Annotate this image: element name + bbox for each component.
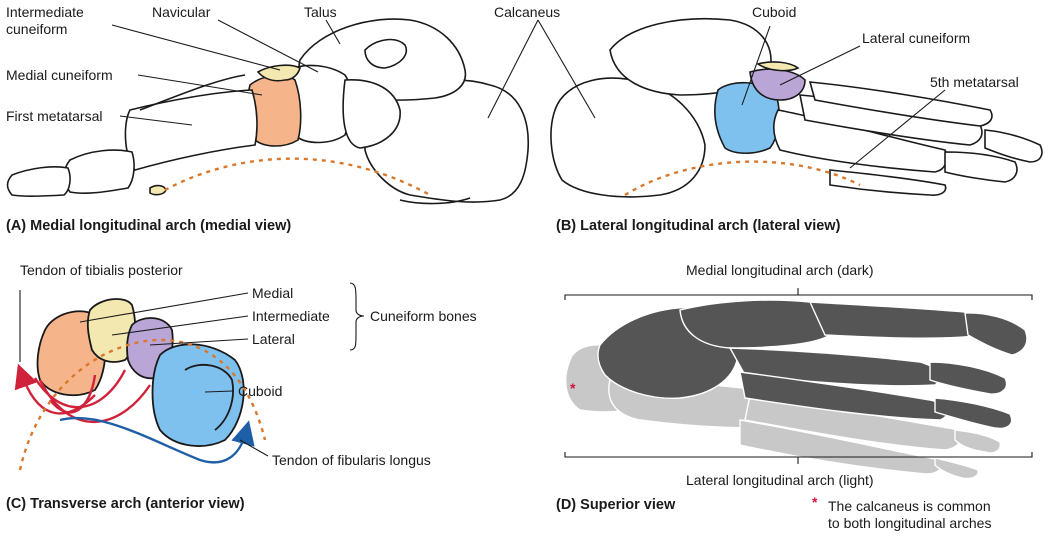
label-5th-metatarsal: 5th metatarsal [930,74,1019,90]
panel-b-leader-lines [487,19,946,169]
label-tendon-fibularis: Tendon of fibularis longus [272,452,431,468]
medial-arch-line [164,157,431,197]
panel-b-lateral-foot [550,17,1043,198]
caption-panel-b: (B) Lateral longitudinal arch (lateral v… [556,218,841,234]
label-first-metatarsal: First metatarsal [6,108,103,124]
note-asterisk: * [812,494,818,510]
label-medial-cuneiform: Medial cuneiform [6,67,113,83]
medial-arch-bracket [564,288,1033,300]
label-cuboid-c: Cuboid [238,383,283,399]
label-lateral-arch: Lateral longitudinal arch (light) [686,472,874,488]
label-navicular: Navicular [152,4,211,20]
panel-d-superior-foot [564,299,1028,480]
caption-panel-d: (D) Superior view [556,497,676,513]
caption-panel-a: (A) Medial longitudinal arch (medial vie… [6,218,292,234]
label-cuboid-b: Cuboid [752,4,797,20]
label-lateral-cuneiform: Lateral cuneiform [862,30,971,46]
transverse-arch-line [18,338,267,471]
panel-c-transverse-arch [36,298,245,447]
panel-c-leader-lines [79,282,365,457]
fibularis-tendon-arrow [59,416,255,464]
caption-panel-c: (C) Transverse arch (anterior view) [6,496,245,512]
label-medial: Medial [252,285,294,301]
panel-a-medial-foot [6,18,530,205]
label-calcaneus-note: The calcaneus is common to both longitud… [828,498,992,531]
label-tendon-tibialis: Tendon of tibialis posterior [20,262,183,278]
tibialis-tendon-branch-3 [49,374,97,414]
label-calcaneus: Calcaneus [494,4,561,20]
label-cuneiform-bones: Cuneiform bones [370,308,477,324]
label-intermediate-cuneiform: Intermediate cuneiform [6,4,84,37]
calcaneus-asterisk: * [570,380,576,396]
label-intermediate: Intermediate [252,308,330,324]
label-medial-arch: Medial longitudinal arch (dark) [686,262,874,278]
lateral-arch-line [624,160,861,197]
lateral-arch-bracket [564,452,1033,464]
label-talus: Talus [304,4,337,20]
panel-a-leader-lines [111,19,341,126]
label-lateral: Lateral [252,331,295,347]
